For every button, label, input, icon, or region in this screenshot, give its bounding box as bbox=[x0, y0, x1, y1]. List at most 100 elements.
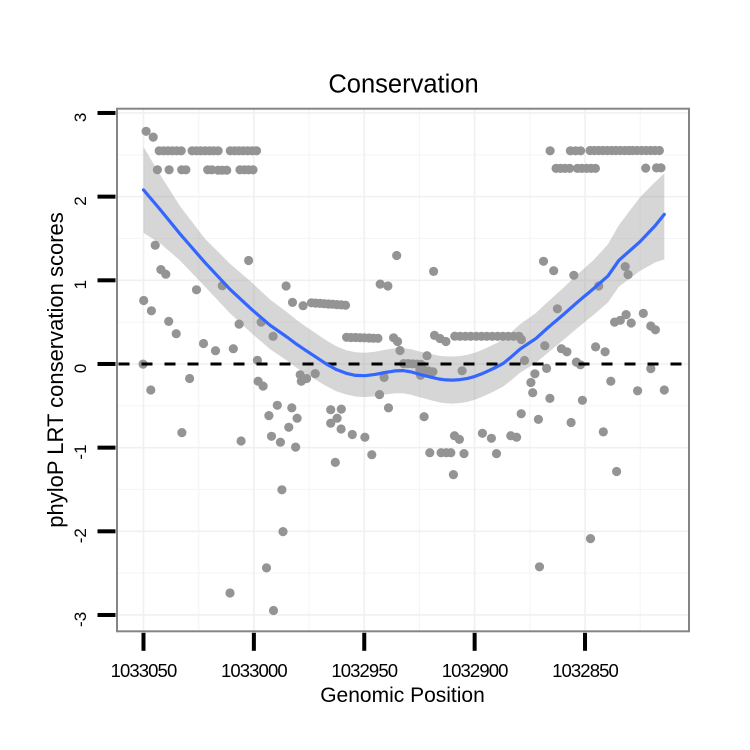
data-point bbox=[383, 281, 393, 291]
data-point bbox=[542, 363, 552, 373]
data-point bbox=[268, 331, 278, 341]
data-point bbox=[248, 165, 258, 175]
data-point bbox=[258, 381, 268, 391]
data-point bbox=[176, 146, 186, 156]
data-point bbox=[569, 270, 579, 280]
data-point bbox=[374, 390, 385, 400]
y-tick-label: -2 bbox=[71, 528, 90, 543]
data-point bbox=[326, 405, 336, 415]
data-point bbox=[291, 442, 301, 452]
x-tick-label: 1032900 bbox=[442, 660, 508, 681]
data-point bbox=[633, 386, 643, 396]
y-axis-tick bbox=[97, 194, 116, 199]
y-tick-label: -1 bbox=[71, 444, 90, 459]
data-point bbox=[284, 422, 294, 432]
data-point bbox=[251, 146, 262, 156]
data-point bbox=[244, 255, 254, 266]
data-point bbox=[428, 367, 438, 377]
data-point bbox=[545, 393, 555, 403]
data-point bbox=[292, 413, 302, 423]
data-point bbox=[277, 485, 287, 495]
data-point bbox=[606, 376, 616, 386]
data-point bbox=[287, 403, 297, 413]
data-point bbox=[650, 325, 661, 335]
data-point bbox=[302, 373, 312, 384]
data-point bbox=[326, 418, 336, 428]
data-point bbox=[646, 364, 656, 374]
data-point bbox=[373, 333, 383, 343]
data-point bbox=[171, 329, 181, 339]
data-point bbox=[210, 346, 221, 356]
data-point bbox=[383, 403, 394, 413]
y-axis-title: phyloP LRT conservation scores bbox=[42, 212, 68, 528]
data-point bbox=[486, 433, 496, 443]
data-point bbox=[310, 369, 320, 379]
data-point bbox=[641, 163, 651, 173]
x-axis-tick bbox=[583, 632, 588, 651]
data-point bbox=[275, 437, 285, 447]
y-axis-tick bbox=[97, 612, 116, 617]
data-point bbox=[552, 304, 563, 314]
data-point bbox=[264, 411, 274, 421]
data-point bbox=[213, 146, 223, 156]
data-point bbox=[228, 344, 238, 354]
data-point bbox=[528, 388, 538, 398]
data-point bbox=[530, 369, 540, 379]
data-point bbox=[185, 373, 195, 384]
data-point bbox=[379, 372, 389, 382]
data-point bbox=[534, 562, 545, 572]
data-point bbox=[533, 414, 544, 424]
data-point bbox=[161, 269, 171, 279]
data-point bbox=[146, 306, 156, 316]
x-axis-title: Genomic Position bbox=[320, 684, 485, 707]
y-tick-label: 1 bbox=[71, 280, 90, 289]
data-point bbox=[367, 450, 377, 460]
data-point bbox=[141, 126, 151, 136]
data-point bbox=[516, 409, 526, 419]
y-tick-label: 3 bbox=[71, 113, 90, 122]
data-point bbox=[150, 240, 160, 250]
data-point bbox=[491, 449, 502, 459]
data-point bbox=[620, 262, 630, 272]
data-point bbox=[659, 385, 669, 395]
y-axis-tick bbox=[97, 445, 116, 450]
data-point bbox=[330, 457, 340, 467]
data-point bbox=[545, 146, 555, 156]
data-point bbox=[538, 256, 549, 266]
data-point bbox=[148, 132, 158, 142]
data-point bbox=[446, 448, 456, 458]
data-point bbox=[540, 341, 550, 351]
y-axis-tick bbox=[97, 278, 116, 283]
data-point bbox=[477, 428, 487, 438]
data-point bbox=[395, 345, 405, 356]
data-point bbox=[623, 270, 633, 280]
y-tick-label: 0 bbox=[71, 364, 90, 373]
data-point bbox=[516, 334, 527, 345]
data-point bbox=[360, 432, 370, 442]
data-point bbox=[656, 163, 666, 173]
x-axis-tick bbox=[141, 632, 146, 651]
data-point bbox=[336, 404, 346, 414]
y-axis-tick bbox=[97, 361, 116, 366]
data-point bbox=[146, 385, 156, 395]
data-point bbox=[139, 295, 149, 306]
data-point bbox=[459, 449, 469, 459]
data-point bbox=[585, 534, 596, 544]
x-tick-label: 1032950 bbox=[331, 660, 397, 681]
data-point bbox=[566, 417, 576, 428]
data-point bbox=[164, 316, 174, 326]
data-point bbox=[332, 413, 342, 423]
data-point bbox=[177, 428, 187, 438]
data-point bbox=[448, 470, 458, 480]
data-point bbox=[278, 527, 288, 537]
data-point bbox=[519, 355, 530, 366]
x-tick-label: 1032850 bbox=[552, 660, 618, 681]
data-point bbox=[272, 400, 282, 410]
data-point bbox=[236, 436, 246, 446]
data-point bbox=[511, 432, 522, 442]
data-point bbox=[393, 336, 403, 347]
data-point bbox=[222, 165, 232, 175]
data-point bbox=[565, 163, 575, 173]
